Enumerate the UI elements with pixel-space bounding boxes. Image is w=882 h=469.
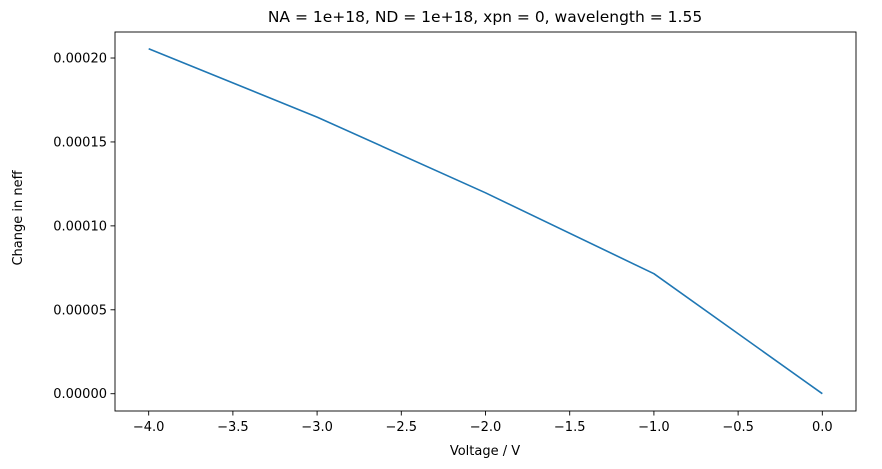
y-tick-label: 0.00010 bbox=[53, 219, 107, 234]
y-tick-label: 0.00015 bbox=[53, 135, 107, 150]
x-tick-label: 0.0 bbox=[812, 420, 833, 435]
y-axis-label: Change in neff bbox=[11, 169, 26, 265]
x-tick-label: −0.5 bbox=[722, 420, 754, 435]
chart-title: NA = 1e+18, ND = 1e+18, xpn = 0, wavelen… bbox=[268, 8, 702, 26]
y-tick-label: 0.00020 bbox=[53, 52, 107, 67]
series-line-1 bbox=[148, 48, 823, 395]
x-tick-label: −1.5 bbox=[554, 420, 586, 435]
x-tick-label: −2.5 bbox=[386, 420, 418, 435]
y-axis: 0.00000 0.00005 0.00010 0.00015 0.00020 bbox=[53, 52, 115, 402]
x-axis: −4.0 −3.5 −3.0 −2.5 −2.0 −1.5 −1.0 −0.5 0.0 bbox=[133, 411, 833, 435]
x-tick-label: −2.0 bbox=[470, 420, 502, 435]
y-tick-label: 0.00000 bbox=[53, 387, 107, 402]
x-tick-label: −4.0 bbox=[133, 420, 165, 435]
y-tick-label: 0.00005 bbox=[53, 303, 107, 318]
x-tick-label: −3.0 bbox=[301, 420, 333, 435]
x-tick-label: −1.0 bbox=[638, 420, 670, 435]
x-tick-label: −3.5 bbox=[217, 420, 249, 435]
x-axis-label: Voltage / V bbox=[450, 444, 520, 459]
